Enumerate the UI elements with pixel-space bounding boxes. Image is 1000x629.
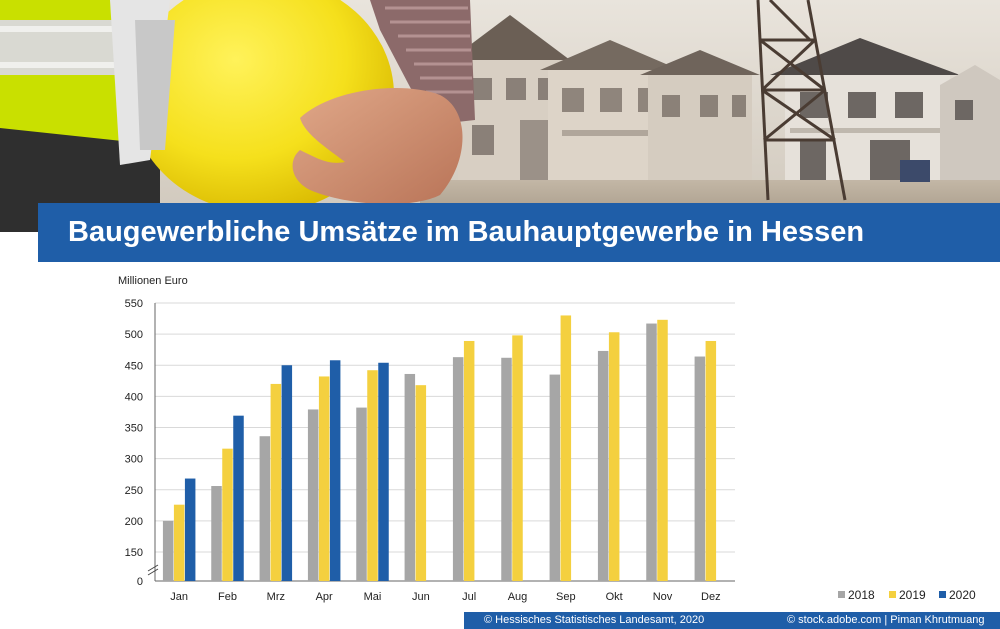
x-tick-label: Feb	[218, 591, 237, 603]
bar-2019-Dez	[705, 340, 717, 581]
bar-2019-Jan	[173, 504, 185, 581]
x-tick-label: Mai	[364, 591, 382, 603]
bar-2019-Mai	[367, 370, 378, 581]
x-tick-label: Mrz	[267, 591, 285, 603]
x-tick-label: Apr	[316, 591, 333, 603]
photo-credit: © stock.adobe.com | Piman Khrutmuang	[775, 612, 1000, 629]
axis-break-mark	[147, 568, 159, 576]
bars	[162, 315, 717, 581]
bar-2019-Nov	[657, 319, 668, 581]
bar-2018-Nov	[646, 323, 657, 581]
bar-2018-Sep	[549, 374, 561, 581]
bar-2019-Aug	[512, 335, 523, 581]
x-tick-label: Jun	[412, 591, 430, 603]
x-tick-label: Sep	[556, 591, 576, 603]
bar-2018-Feb	[211, 486, 222, 581]
chart-title: Baugewerbliche Umsätze im Bauhauptgewerb…	[68, 216, 865, 248]
bar-2019-Sep	[560, 315, 572, 581]
bar-2018-Dez	[694, 356, 706, 581]
bar-2019-Okt	[608, 332, 620, 581]
y-tick-label: 200	[125, 516, 143, 528]
legend-swatch-2020	[939, 591, 946, 598]
source-note: © Hessisches Statistisches Landesamt, 20…	[464, 612, 784, 629]
y-tick-label: 300	[125, 454, 143, 466]
legend: 2018 2019 2020	[838, 588, 976, 602]
y-axis-label: Millionen Euro	[118, 275, 188, 287]
y-axis-ticks: 0 150 200 250 300 350 400 450 500 550	[125, 298, 143, 588]
yellow-hard-hat-icon	[110, 0, 394, 213]
gridlines	[147, 302, 735, 582]
x-tick-label: Dez	[701, 591, 721, 603]
house-under-construction-icon	[450, 15, 1000, 182]
bar-2020-Feb	[233, 415, 244, 581]
y-tick-label: 550	[125, 298, 143, 310]
bar-2018-Jun	[404, 373, 416, 581]
hero-photo	[0, 0, 1000, 232]
bar-2019-Jun	[415, 385, 427, 581]
y-tick-label: 0	[137, 576, 143, 588]
y-tick-label: 150	[125, 547, 143, 559]
x-axis-ticks: Jan Feb Mrz Apr Mai Jun Jul Aug Sep Okt Nov Dez	[170, 591, 720, 603]
bar-2019-Feb	[222, 448, 233, 581]
x-tick-label: Jan	[170, 591, 188, 603]
bar-2018-Jul	[452, 357, 464, 581]
legend-label-2018: 2018	[848, 588, 875, 602]
bar-2020-Mai	[378, 362, 389, 581]
bar-2018-Mrz	[259, 436, 271, 581]
legend-swatch-2018	[838, 591, 845, 598]
x-tick-label: Okt	[606, 591, 623, 603]
legend-label-2019: 2019	[899, 588, 926, 602]
legend-swatch-2019	[889, 591, 896, 598]
bar-2020-Jan	[184, 478, 196, 581]
title-bar: Baugewerbliche Umsätze im Bauhauptgewerb…	[38, 203, 1000, 262]
bar-chart: Millionen Euro 0 150 200 250 300 350 400 450 500…	[118, 275, 976, 603]
axis-break-mark	[147, 564, 159, 572]
y-tick-label: 250	[125, 485, 143, 497]
x-tick-label: Jul	[462, 591, 476, 603]
bar-2018-Mai	[356, 407, 367, 581]
x-tick-label: Nov	[653, 591, 673, 603]
bar-2020-Apr	[329, 360, 341, 581]
bar-2019-Apr	[318, 376, 330, 581]
bar-2018-Apr	[307, 409, 319, 581]
bar-2018-Jan	[162, 520, 174, 581]
y-tick-label: 350	[125, 423, 143, 435]
scaffolding-tower-icon	[756, 0, 847, 201]
bar-2019-Jul	[463, 340, 475, 581]
y-tick-label: 450	[125, 360, 143, 372]
bar-2020-Mrz	[281, 365, 293, 581]
bar-2018-Aug	[501, 357, 512, 581]
bar-2018-Okt	[597, 350, 609, 581]
bar-2019-Mrz	[270, 383, 282, 581]
legend-label-2020: 2020	[949, 588, 976, 602]
y-tick-label: 400	[125, 391, 143, 403]
y-tick-label: 500	[125, 329, 143, 341]
x-tick-label: Aug	[508, 591, 528, 603]
